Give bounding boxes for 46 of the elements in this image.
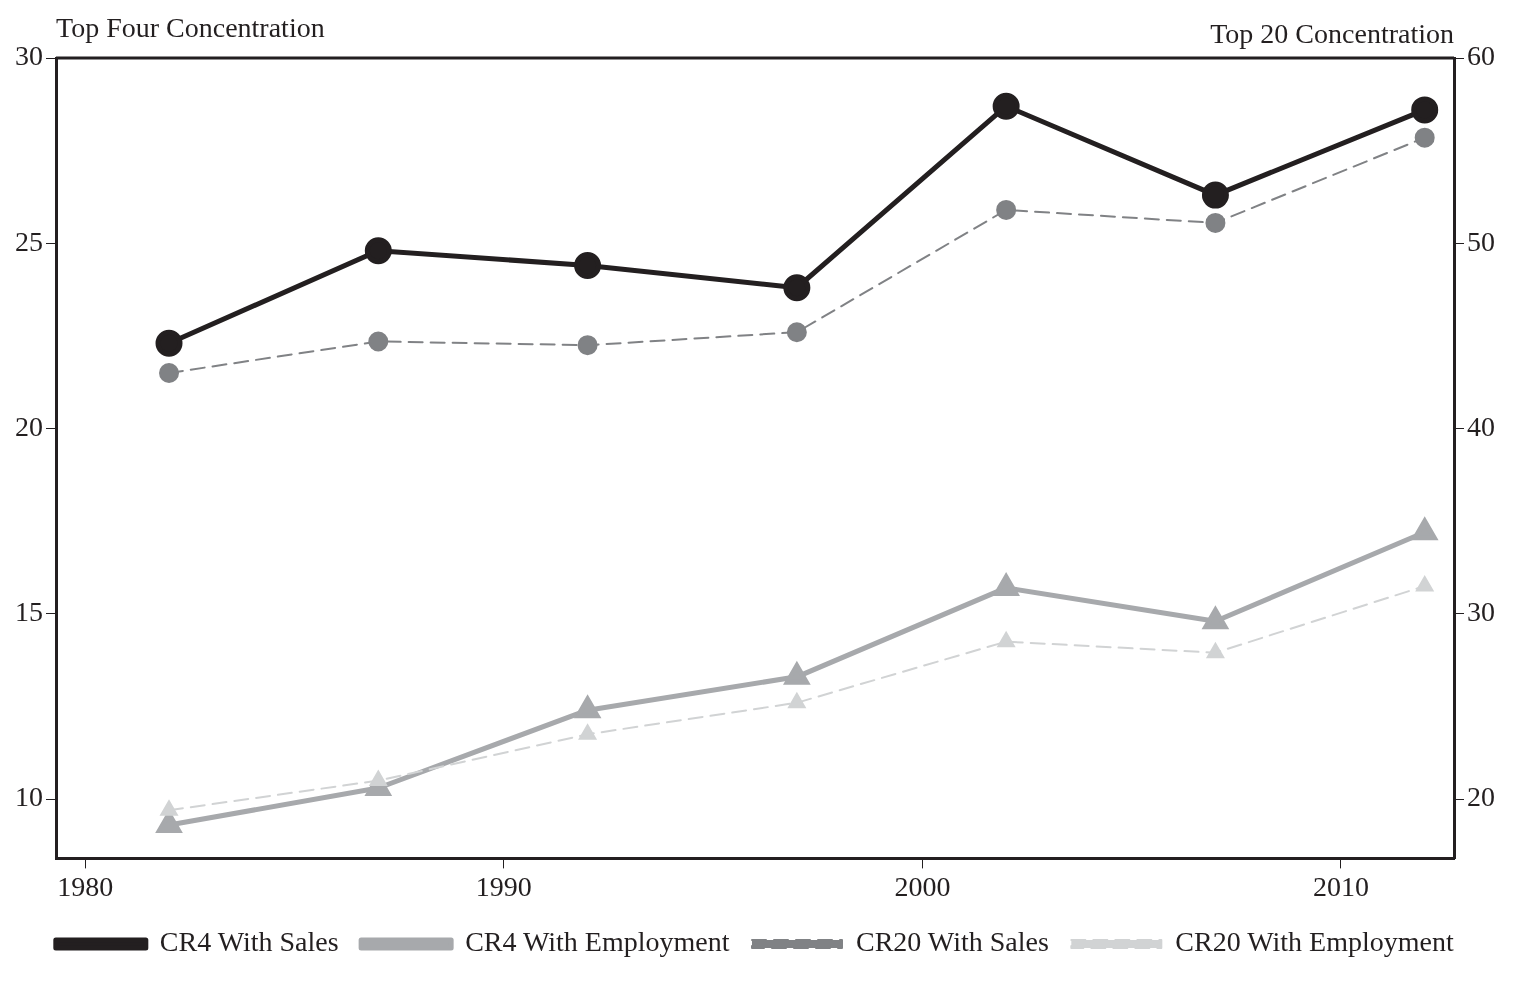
point [786,322,807,343]
point [159,362,180,383]
y2-axis-title: Top 20 Concentration [1210,18,1454,50]
point [574,252,602,280]
point [783,274,811,302]
point [1411,516,1439,541]
y-tick-label: 10 [15,781,43,813]
x-tick-label: 1990 [475,870,532,902]
x-tick-label: 1980 [57,870,114,902]
legend-label: CR4 With Employment [465,926,730,958]
point [1414,127,1435,148]
point [997,631,1015,648]
point [1415,576,1434,592]
point [369,770,388,787]
y2-tick-label: 40 [1467,410,1495,442]
point [577,335,598,356]
point [992,92,1020,120]
legend-label: CR20 With Employment [1175,926,1454,958]
point [368,331,389,352]
point [1201,605,1229,630]
x-tick-label: 2000 [894,870,951,902]
y-tick-label: 20 [15,410,43,442]
point [574,694,602,719]
point [1411,96,1439,124]
y-tick-label: 25 [15,225,43,257]
legend-label: CR20 With Sales [856,926,1049,958]
y2-tick-label: 60 [1467,40,1495,72]
point [364,237,392,265]
point [788,692,806,709]
point [994,574,1019,596]
point [784,663,809,685]
point [1205,212,1226,233]
y2-tick-label: 50 [1467,225,1495,257]
point [996,199,1017,220]
point [160,800,178,816]
y2-tick-label: 30 [1467,596,1495,628]
point [1201,181,1229,209]
y-tick-label: 30 [15,40,43,72]
point [155,329,183,357]
y-axis-title: Top Four Concentration [56,12,325,44]
y2-tick-label: 20 [1467,781,1495,813]
y-tick-label: 15 [15,596,43,628]
x-tick-label: 2010 [1312,870,1369,902]
legend-label: CR4 With Sales [159,926,339,958]
point [578,724,597,740]
point [1206,642,1225,659]
